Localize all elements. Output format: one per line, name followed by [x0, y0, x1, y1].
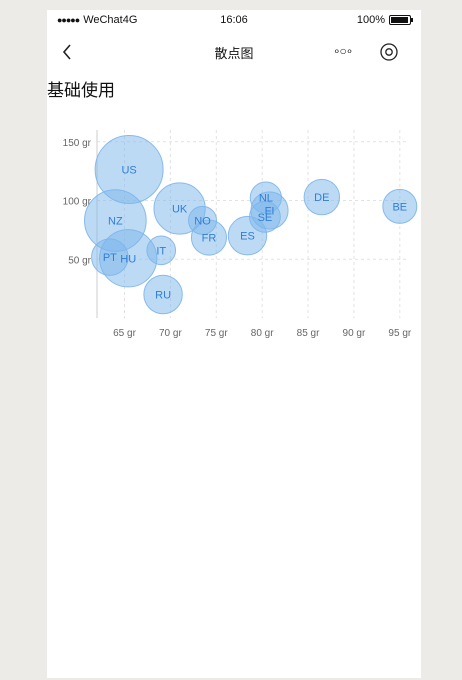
chevron-left-icon [62, 44, 71, 60]
bubble-it[interactable] [146, 235, 177, 266]
y-tick-label: 100 gr [63, 197, 92, 208]
x-tick-label: 80 gr [251, 328, 274, 339]
page-title: 散点图 [214, 46, 254, 61]
bubble-de[interactable] [303, 178, 341, 216]
x-tick-label: 75 gr [205, 328, 228, 339]
status-left: ●●●●● WeChat4G [57, 14, 137, 26]
bubble-label-de: DE [314, 192, 329, 204]
battery-icon [389, 15, 413, 25]
status-bar: ●●●●● WeChat4G 16:06 100% [47, 10, 421, 30]
bubble-label-nl: NL [259, 193, 273, 205]
close-miniprogram-button[interactable] [379, 42, 399, 62]
x-tick-label: 90 gr [343, 328, 366, 339]
x-tick-label: 95 gr [388, 328, 411, 339]
battery-percent: 100% [356, 14, 385, 26]
more-button[interactable]: ∘○∘ [333, 44, 353, 58]
back-button[interactable] [55, 40, 79, 64]
bubble-label-fi: FI [265, 205, 275, 217]
x-tick-label: 65 gr [113, 328, 136, 339]
bubble-label-it: IT [156, 245, 166, 257]
status-time: 16:06 [220, 14, 248, 26]
bubble-label-nz: NZ [108, 216, 123, 228]
bubble-se[interactable] [249, 200, 281, 233]
bubble-label-us: US [121, 164, 136, 176]
nav-bar: 散点图 ∘○∘ [47, 34, 421, 70]
phone-screen: ●●●●● WeChat4G 16:06 100% 散点图 ∘○∘ 基础使用 [47, 10, 421, 678]
bubble-label-se: SE [258, 212, 273, 224]
status-right: 100% [356, 14, 413, 26]
bubble-label-ru: RU [155, 290, 171, 302]
bubble-label-uk: UK [172, 203, 188, 215]
bubble-label-pt: PT [103, 252, 117, 264]
bubble-pt[interactable] [91, 238, 129, 276]
bubble-be[interactable] [382, 188, 418, 224]
target-icon [380, 43, 398, 61]
bubble-label-no: NO [194, 215, 211, 227]
x-tick-label: 85 gr [297, 328, 320, 339]
carrier-name: WeChat4G [83, 14, 138, 26]
bubble-chart: US NZ HU UK DE BE RU PT ES FR FI NL SE NO IT 65 gr 70 g… [47, 122, 421, 352]
y-tick-label: 50 gr [68, 255, 91, 266]
bubble-label-be: BE [392, 201, 407, 213]
bubble-label-hu: HU [120, 253, 136, 265]
section-title: 基础使用 [47, 81, 115, 100]
bubble-ru[interactable] [143, 274, 183, 315]
y-tick-label: 150 gr [63, 138, 92, 149]
bubble-no[interactable] [188, 205, 218, 235]
signal-icon: ●●●●● [57, 15, 80, 25]
bubble-label-es: ES [240, 231, 255, 243]
bubble-label-fr: FR [202, 233, 217, 245]
x-tick-label: 70 gr [159, 328, 182, 339]
